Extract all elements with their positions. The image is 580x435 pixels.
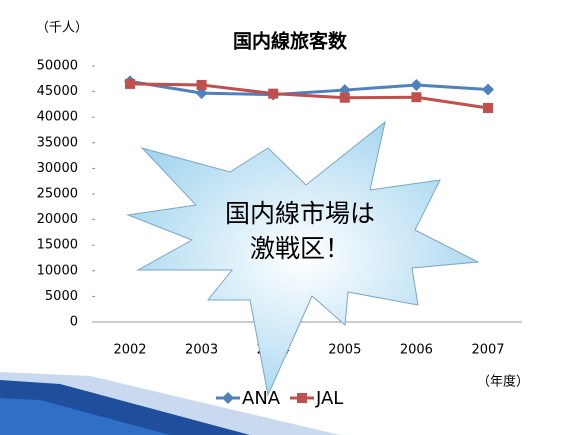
y-tick-label: 10000 [37,263,78,278]
y-tick-label: 40000 [37,110,78,125]
y-tick-label: 35000 [37,135,78,150]
decor-stripes [0,372,340,435]
callout-text: 国内線市場は [225,199,375,228]
y-tick-label: 15000 [37,238,78,253]
marker [268,88,279,99]
series-line [129,82,489,110]
marker [195,87,208,100]
chart-title: 国内線旅客数 [233,30,348,53]
y-tick-label: 25000 [37,187,78,202]
callout-burst [126,120,480,397]
y-axis-label: （千人） [36,21,88,36]
x-tick-label: 2007 [471,343,504,358]
y-tick-label: 45000 [37,84,78,99]
marker [410,78,423,91]
legend-label: JAL [315,388,343,409]
callout-text: 激戦区！ [250,234,350,263]
marker [125,78,135,89]
marker [222,392,234,404]
x-tick-label: 2003 [185,343,218,358]
marker [196,79,207,90]
series-line [129,79,489,97]
marker [483,102,493,113]
legend-label: ANA [242,388,281,409]
x-tick-label: 2002 [113,343,146,358]
marker [411,92,422,103]
y-tick-label: 0 [70,315,78,330]
marker [339,92,350,103]
marker [482,83,494,96]
x-axis-label: （年度） [477,374,529,390]
y-tick-label: 30000 [37,161,78,176]
x-tick-label: 2006 [400,343,433,358]
y-tick-label: 5000 [45,289,78,304]
y-tick-label: 20000 [37,212,78,227]
y-tick-label: 50000 [37,59,78,74]
marker [297,393,307,403]
x-tick-label: 2005 [328,343,361,358]
